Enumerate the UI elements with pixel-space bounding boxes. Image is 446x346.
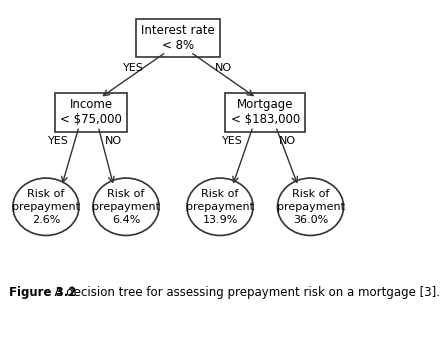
Text: Figure 3.2: Figure 3.2 — [9, 286, 77, 299]
Text: Interest rate
< 8%: Interest rate < 8% — [141, 24, 215, 52]
Text: NO: NO — [279, 136, 297, 146]
Text: Income
< $75,000: Income < $75,000 — [60, 98, 122, 126]
Ellipse shape — [277, 178, 343, 236]
Text: YES: YES — [48, 136, 69, 146]
Text: YES: YES — [123, 63, 144, 73]
Text: Risk of
prepayment
2.6%: Risk of prepayment 2.6% — [12, 189, 80, 225]
Text: NO: NO — [105, 136, 122, 146]
Text: YES: YES — [222, 136, 243, 146]
Ellipse shape — [187, 178, 253, 236]
Ellipse shape — [93, 178, 159, 236]
Text: A decision tree for assessing prepayment risk on a mortgage [3].: A decision tree for assessing prepayment… — [47, 286, 440, 299]
Ellipse shape — [13, 178, 79, 236]
Text: Risk of
prepayment
36.0%: Risk of prepayment 36.0% — [277, 189, 345, 225]
Text: Risk of
prepayment
13.9%: Risk of prepayment 13.9% — [186, 189, 254, 225]
Text: NO: NO — [215, 63, 232, 73]
Text: Risk of
prepayment
6.4%: Risk of prepayment 6.4% — [92, 189, 160, 225]
Text: Mortgage
< $183,000: Mortgage < $183,000 — [231, 98, 300, 126]
